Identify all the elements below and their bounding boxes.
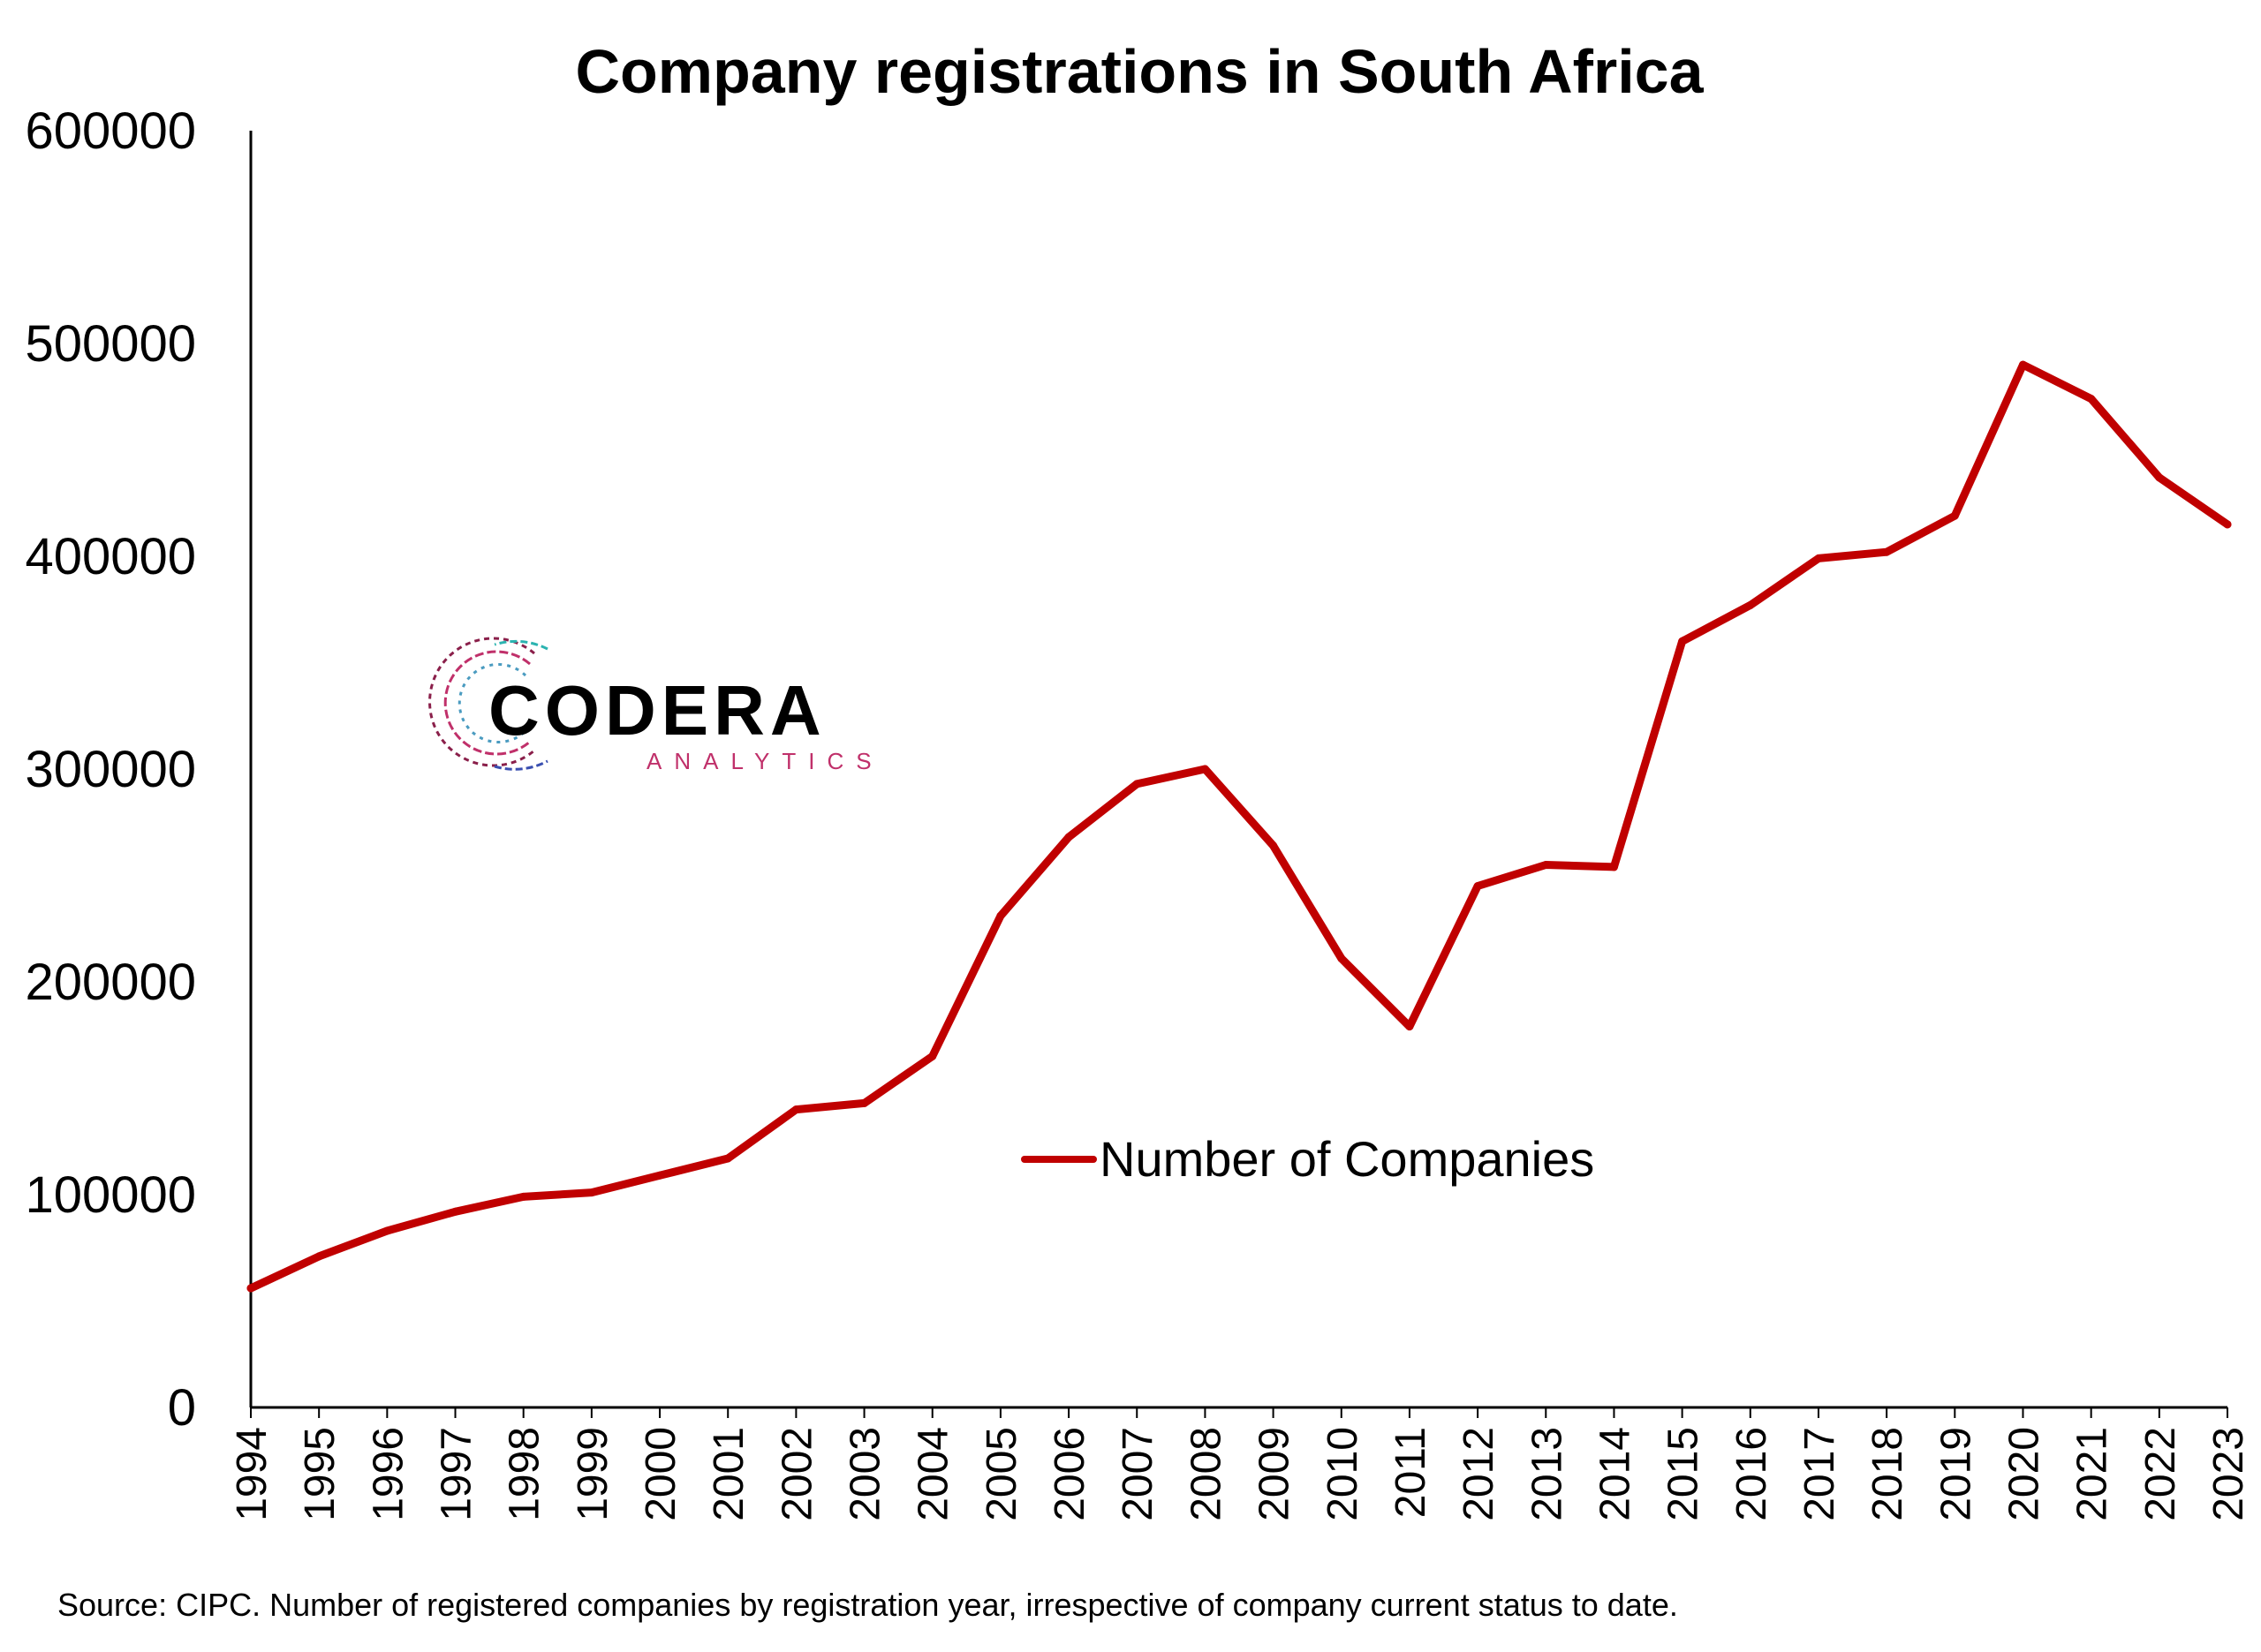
y-tick-label: 100000 xyxy=(25,1166,196,1224)
data-point xyxy=(587,1188,596,1197)
y-tick-label: 400000 xyxy=(25,528,196,585)
data-point xyxy=(1405,1022,1414,1031)
x-tick-label: 2006 xyxy=(1047,1427,1093,1521)
source-note: Source: CIPC. Number of registered compa… xyxy=(57,1587,1678,1623)
data-point xyxy=(1132,780,1141,788)
x-tick-label: 2004 xyxy=(911,1427,957,1521)
y-tick-label: 300000 xyxy=(25,741,196,798)
data-point xyxy=(723,1154,732,1163)
x-tick-label: 2008 xyxy=(1183,1427,1229,1521)
x-tick-label: 2001 xyxy=(706,1427,752,1521)
data-point xyxy=(2223,520,2232,529)
data-point xyxy=(1814,554,1823,562)
x-tick-label: 1999 xyxy=(570,1427,616,1521)
data-point xyxy=(1064,833,1073,841)
x-tick-label: 2021 xyxy=(2069,1427,2116,1521)
data-point xyxy=(1882,547,1891,556)
logo-circle-icon xyxy=(428,637,548,771)
y-tick-label: 600000 xyxy=(25,102,196,160)
data-point xyxy=(791,1105,800,1114)
x-tick-label: 2013 xyxy=(1524,1427,1570,1521)
x-tick-label: 1994 xyxy=(229,1427,276,1521)
x-tick-label: 1996 xyxy=(365,1427,412,1521)
data-point xyxy=(1746,600,1755,609)
data-point xyxy=(1609,863,1618,871)
x-tick-label: 2014 xyxy=(1592,1427,1638,1521)
y-tick-label: 500000 xyxy=(25,315,196,373)
logo-name: CODERA xyxy=(488,671,827,750)
data-point xyxy=(382,1226,391,1235)
data-point xyxy=(314,1252,323,1261)
data-point xyxy=(2155,473,2164,482)
data-point xyxy=(1473,882,1482,890)
data-point xyxy=(996,911,1005,920)
x-tick-label: 2009 xyxy=(1251,1427,1298,1521)
data-point xyxy=(2019,360,2027,369)
data-point xyxy=(860,1098,869,1107)
data-point xyxy=(1541,861,1550,869)
series-line-number-of-companies xyxy=(246,360,2232,1293)
logo-tagline: ANALYTICS xyxy=(647,748,884,774)
y-tick-label: 200000 xyxy=(25,954,196,1011)
x-tick-label: 2020 xyxy=(2000,1427,2047,1521)
data-point xyxy=(928,1052,937,1060)
data-point xyxy=(1200,765,1209,773)
x-tick-label: 2017 xyxy=(1796,1427,1843,1521)
x-tick-label: 1995 xyxy=(297,1427,344,1521)
y-tick-label: 0 xyxy=(168,1379,196,1437)
y-axis: 0 100000 200000 300000 400000 500000 600000 xyxy=(25,102,253,1437)
x-tick-label: 1997 xyxy=(434,1427,480,1521)
x-tick-label: 1998 xyxy=(502,1427,548,1521)
data-point xyxy=(655,1171,664,1180)
x-tick-label: 2016 xyxy=(1728,1427,1775,1521)
data-point xyxy=(519,1192,528,1201)
data-point xyxy=(1950,511,1959,520)
x-tick-label: 2012 xyxy=(1456,1427,1502,1521)
data-point xyxy=(1337,954,1346,962)
chart-title: Company registrations in South Africa xyxy=(575,37,1704,106)
x-tick-label: 2023 xyxy=(2205,1427,2252,1521)
data-point xyxy=(451,1207,459,1216)
series-layer xyxy=(246,360,2232,1293)
x-tick-label: 2022 xyxy=(2137,1427,2184,1521)
x-axis: 1994 1995 1996 1997 1998 1999 2000 2001 2002 2003… xyxy=(229,1406,2252,1521)
x-tick-label: 2000 xyxy=(638,1427,684,1521)
x-tick-label: 2005 xyxy=(979,1427,1025,1521)
x-tick-label: 2019 xyxy=(1932,1427,1979,1521)
legend-label: Number of Companies xyxy=(1100,1131,1594,1187)
data-point xyxy=(246,1284,255,1293)
data-point xyxy=(1269,841,1278,850)
x-tick-label: 2010 xyxy=(1320,1427,1366,1521)
x-tick-label: 2018 xyxy=(1864,1427,1911,1521)
x-tick-label: 2011 xyxy=(1388,1427,1434,1518)
x-tick-label: 2007 xyxy=(1115,1427,1161,1521)
x-tick-label: 2003 xyxy=(843,1427,889,1521)
data-point xyxy=(1678,637,1687,645)
codera-logo: CODERA ANALYTICS xyxy=(428,637,884,774)
legend: Number of Companies xyxy=(1021,1131,1594,1187)
x-tick-label: 2015 xyxy=(1660,1427,1707,1521)
x-tick-label: 2002 xyxy=(774,1427,820,1521)
data-point xyxy=(2087,395,2096,404)
